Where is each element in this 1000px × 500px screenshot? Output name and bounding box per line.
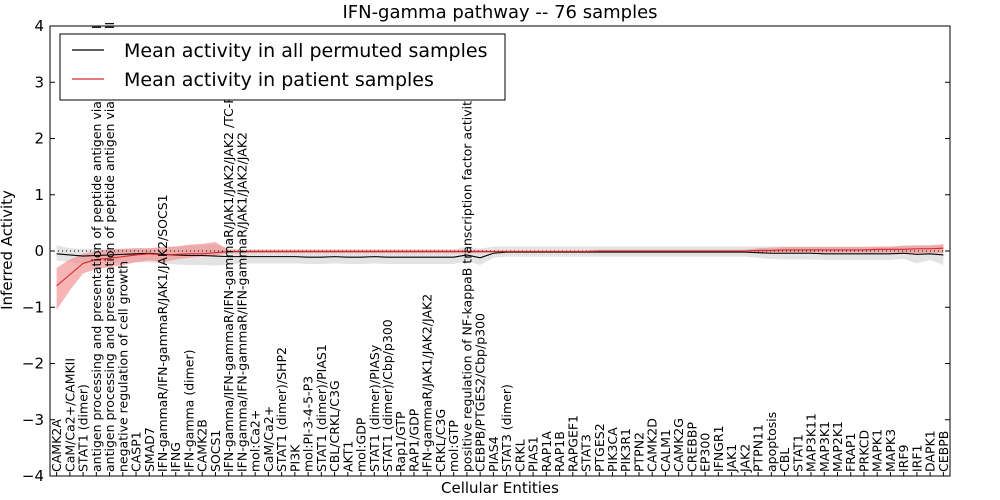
x-category-label: CREBBP	[684, 422, 699, 472]
y-tick-label: 0	[34, 242, 44, 260]
legend-label-patient: Mean activity in patient samples	[124, 69, 434, 91]
x-category-label: PTGES2	[592, 423, 607, 472]
x-category-label: JAK2	[737, 444, 752, 473]
y-tick-label: −2	[22, 355, 44, 373]
x-category-label: IFN-gamma (dimer)	[181, 350, 196, 473]
x-category-label: CBL/CRKL/C3G	[327, 380, 342, 472]
x-category-label: RAP1/GDP	[406, 408, 421, 472]
x-category-label: RAP1A	[539, 431, 554, 472]
y-tick-label: −1	[22, 298, 44, 316]
legend-box	[59, 33, 506, 101]
x-category-label: MAP3K1	[817, 421, 832, 472]
x-category-label: PRKCD	[856, 430, 871, 472]
plot-area: −4−3−2−101234CAMK2ACaM/Ca2+/CAMKIISTAT1 …	[22, 17, 951, 485]
series-line-1	[56, 247, 944, 287]
y-tick-label: 1	[34, 186, 44, 204]
x-category-label: STAT1 (dimer)	[76, 384, 91, 472]
x-category-label: CEBPB/PTGES2/Cbp/p300	[473, 313, 488, 472]
x-category-label: apoptosis	[764, 412, 779, 472]
x-category-label: IFN-gammaR/JAK1/JAK2/JAK2	[420, 294, 435, 472]
x-category-label: CRKL/C3G	[433, 409, 448, 472]
x-category-label: MAPK3	[883, 429, 898, 472]
series-line-0	[56, 251, 944, 259]
x-category-label: JAK1	[724, 444, 739, 473]
y-tick-label: −4	[22, 467, 44, 485]
x-category-label: EP300	[698, 433, 713, 472]
x-category-label: positive regulation of NF-kappaB transcr…	[459, 93, 474, 472]
x-category-label: RAPGEF1	[565, 415, 580, 472]
x-category-label: IFNGR1	[711, 425, 726, 472]
x-category-label: FRAP1	[843, 433, 858, 472]
y-axis-title: Inferred Activity	[0, 190, 16, 310]
x-category-label: PI3K	[287, 444, 302, 472]
chart-title: IFN-gamma pathway -- 76 samples	[342, 2, 657, 23]
x-category-label: negative regulation of cell growth	[115, 261, 130, 472]
x-category-label: PTPN11	[751, 424, 766, 472]
x-category-label: mol:GDP	[354, 417, 369, 472]
x-category-label: CAMK2D	[645, 418, 660, 472]
x-category-label: CRKL	[512, 439, 527, 472]
y-tick-label: 2	[34, 130, 44, 148]
x-category-label: CASP1	[129, 431, 144, 472]
x-category-label: CBL	[777, 448, 792, 472]
x-category-label: mol:PI-3-4-5-P3	[301, 376, 316, 472]
y-tick-label: −3	[22, 411, 44, 429]
x-category-label: mol:Ca2+	[248, 410, 263, 472]
y-tick-label: 3	[34, 73, 44, 91]
x-category-label: STAT1 (dimer)/SHP2	[274, 347, 289, 472]
x-category-label: AKT1	[340, 441, 355, 472]
x-category-label: STAT3 (dimer)	[499, 384, 514, 472]
legend-label-permuted: Mean activity in all permuted samples	[124, 40, 487, 62]
x-category-label: IFN-gamma/IFN-gammaR/IFN-gammaR/JAK1/JAK…	[234, 132, 249, 472]
x-category-label: Rap1/GTP	[393, 411, 408, 472]
y-tick-label: 4	[34, 17, 44, 35]
x-category-label: PIAS1	[526, 436, 541, 472]
x-category-label: IRF9	[896, 444, 911, 472]
x-axis-title: Cellular Entities	[441, 479, 559, 497]
x-category-label: MAP2K1	[830, 421, 845, 472]
legend: Mean activity in all permuted samples Me…	[59, 33, 506, 101]
x-category-label: PIK3R1	[618, 428, 633, 472]
x-category-label: CAMK2B	[195, 419, 210, 472]
x-category-label: STAT1	[790, 434, 805, 472]
series-band-0	[56, 244, 944, 266]
x-category-label: IFN-gamma/IFN-gammaR/IFN-gammaR/JAK1/JAK…	[221, 81, 236, 472]
x-category-label: CaM/Ca2+/CAMKII	[62, 358, 77, 472]
x-category-label: MAPK1	[870, 429, 885, 472]
series-band-1	[56, 242, 944, 311]
x-category-label: CaM/Ca2+	[261, 406, 276, 472]
x-category-label: STAT3	[579, 434, 594, 472]
x-category-label: antigen processing and presentation of p…	[102, 22, 117, 472]
x-category-label: mol:GTP	[446, 420, 461, 472]
x-category-label: CAMK2A	[49, 419, 64, 472]
x-category-label: PTPN2	[631, 432, 646, 472]
x-category-label: CEBPB	[936, 431, 951, 472]
x-category-label: PIK3CA	[605, 427, 620, 472]
x-category-label: IFNG	[168, 442, 183, 472]
x-category-label: IRF1	[909, 444, 924, 472]
plot-frame	[49, 25, 951, 477]
x-category-label: STAT1 (dimer)/PIASy	[367, 344, 382, 472]
x-category-label: PIAS4	[486, 436, 501, 472]
x-category-label: DAPK1	[923, 430, 938, 472]
x-category-label: SOCS1	[208, 430, 223, 472]
x-category-label: CAMK2G	[671, 418, 686, 472]
x-category-label: IFN-gammaR/IFN-gammaR/JAK1/JAK2/SOCS1	[155, 194, 170, 472]
x-category-label: MAP3K11	[804, 413, 819, 472]
x-category-label: STAT1 (dimer)/Cbp/p300	[380, 319, 395, 472]
x-category-label: antigen processing and presentation of p…	[89, 25, 104, 472]
x-category-label: RAP1B	[552, 431, 567, 472]
x-category-label: STAT1 (dimer)/PIAS1	[314, 344, 329, 472]
x-category-label: SMAD7	[142, 427, 157, 472]
x-category-label: CALM1	[658, 429, 673, 472]
